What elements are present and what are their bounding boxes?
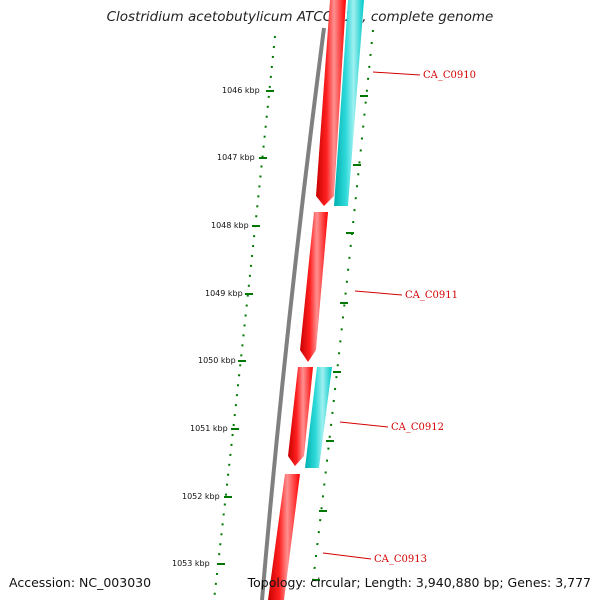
genome-backbone	[260, 27, 326, 600]
tick-label: 1052 kbp	[182, 492, 220, 501]
inner-ruler-ticks	[312, 95, 368, 581]
topology-text: Topology: circular; Length: 3,940,880 bp…	[247, 575, 591, 590]
gene-label-ca-c0910[interactable]: CA_C0910	[423, 70, 476, 81]
gene-feature-ca-c0912[interactable]	[288, 367, 313, 466]
scale-ticks	[217, 90, 274, 565]
genome-title: Clostridium acetobutylicum ATCC 824, com…	[106, 9, 494, 25]
gene-label-ca-c0911[interactable]: CA_C0911	[405, 290, 458, 301]
scale-track	[213, 35, 276, 600]
tick-label: 1050 kbp	[198, 356, 236, 365]
gene-feature-reverse-2[interactable]	[305, 367, 332, 468]
tick-label: 1048 kbp	[211, 221, 249, 230]
gene-feature-ca-c0913[interactable]	[268, 474, 300, 600]
accession-text: Accession: NC_003030	[9, 575, 152, 590]
tick-label: 1046 kbp	[222, 86, 260, 95]
gene-feature-reverse-1[interactable]	[334, 0, 364, 206]
tick-label: 1051 kbp	[190, 424, 228, 433]
tick-label: 1053 kbp	[172, 559, 210, 568]
gene-feature-ca-c0910[interactable]	[316, 0, 346, 206]
tick-label: 1049 kbp	[205, 289, 243, 298]
gene-label-ca-c0913[interactable]: CA_C0913	[374, 554, 427, 565]
gene-label-leaders	[322, 71, 421, 560]
gene-label-ca-c0912[interactable]: CA_C0912	[391, 422, 444, 433]
gene-feature-ca-c0911[interactable]	[300, 212, 328, 362]
tick-label: 1047 kbp	[217, 153, 255, 162]
